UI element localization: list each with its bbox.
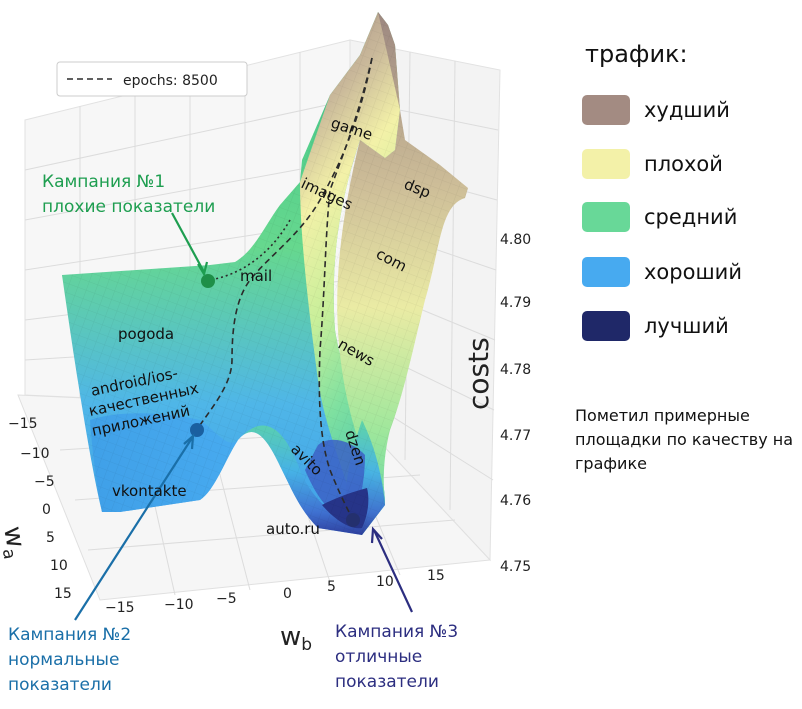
z-tick: 4.76 <box>500 493 531 509</box>
y-tick: −10 <box>20 446 50 462</box>
z-tick: 4.80 <box>500 232 531 248</box>
label-mail: mail <box>240 267 272 285</box>
swatch-label: плохой <box>644 152 723 176</box>
swatch-label: лучший <box>644 314 729 338</box>
annotation-arrows <box>74 212 413 621</box>
campaign-3-desc-1: отличные <box>335 647 423 667</box>
campaign-1-point <box>201 274 215 288</box>
campaign-1-annotation: Кампания №1 плохие показатели <box>42 170 215 220</box>
z-tick: 4.77 <box>500 428 531 444</box>
y-tick: 0 <box>42 502 51 518</box>
y-axis-title: wa <box>0 524 32 561</box>
legend-label: epochs: 8500 <box>123 73 218 89</box>
campaign-2-title: Кампания №2 <box>8 625 132 645</box>
campaign-2-point <box>190 423 204 437</box>
x-tick: −10 <box>164 597 194 613</box>
z-tick: 4.75 <box>500 559 531 575</box>
epochs-path <box>197 57 373 519</box>
x-tick: −5 <box>216 591 237 607</box>
y-tick: 15 <box>54 586 72 602</box>
x-tick: 10 <box>376 574 394 590</box>
x-tick: 5 <box>327 579 336 595</box>
campaign-2-desc-2: показатели <box>8 675 112 695</box>
x-tick: 0 <box>283 586 292 602</box>
swatch-label: хороший <box>644 260 742 284</box>
y-tick: −15 <box>8 416 38 432</box>
traffic-legend-item: средний <box>582 200 737 234</box>
label-vkontakte: vkontakte <box>112 482 187 500</box>
label-auto-ru: auto.ru <box>266 520 320 538</box>
x-tick: 15 <box>427 568 445 584</box>
z-tick: 4.78 <box>500 362 531 378</box>
swatch-label: худший <box>644 98 730 122</box>
campaign-3-annotation: Кампания №3 отличные показатели <box>335 620 458 695</box>
y-axis: −15 −10 −5 0 5 10 15 wa <box>0 416 72 602</box>
y-tick: 5 <box>46 530 55 546</box>
campaign-1-title: Кампания №1 <box>42 172 166 192</box>
campaign-3-title: Кампания №3 <box>335 622 459 642</box>
z-tick: 4.79 <box>500 295 531 311</box>
label-pogoda: pogoda <box>118 325 174 343</box>
y-tick: −5 <box>34 474 55 490</box>
z-axis-title: costs <box>462 337 495 410</box>
z-axis: 4.80 4.79 4.78 4.77 4.76 4.75 costs <box>462 232 531 575</box>
campaign-2-desc-1: нормальные <box>8 650 120 670</box>
swatch-worst <box>582 95 630 125</box>
traffic-legend-title: трафик: <box>585 40 688 68</box>
swatch-best <box>582 311 630 341</box>
traffic-legend-item: плохой <box>582 147 723 181</box>
x-axis-title: wb <box>280 622 312 655</box>
epochs-legend: epochs: 8500 <box>56 61 248 97</box>
campaign-1-desc: плохие показатели <box>42 197 216 217</box>
campaign-2-annotation: Кампания №2 нормальные показатели <box>8 623 131 698</box>
swatch-good <box>582 257 630 287</box>
swatch-label: средний <box>644 205 738 229</box>
chart-note: Пометил примерные площадки по качеству н… <box>575 406 794 473</box>
y-tick: 10 <box>50 558 68 574</box>
swatch-bad <box>582 149 630 179</box>
swatch-medium <box>582 202 630 232</box>
traffic-legend-item: хороший <box>582 255 742 289</box>
traffic-legend-item: худший <box>582 93 730 127</box>
campaign-3-point <box>346 513 360 527</box>
campaign-3-desc-2: показатели <box>335 672 439 692</box>
traffic-legend-item: лучший <box>582 309 729 343</box>
x-tick: −15 <box>105 600 135 616</box>
